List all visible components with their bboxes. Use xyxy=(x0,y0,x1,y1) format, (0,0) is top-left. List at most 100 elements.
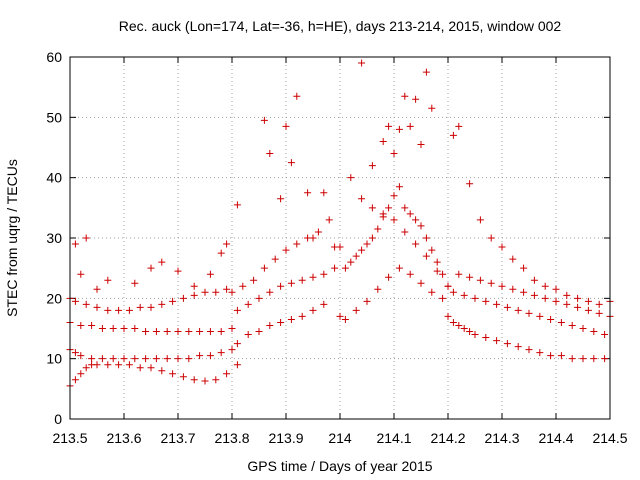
data-point xyxy=(428,104,436,112)
x-axis-label: GPS time / Days of year 2015 xyxy=(247,458,432,474)
data-point xyxy=(325,216,333,224)
data-point xyxy=(314,228,322,236)
data-point xyxy=(341,264,349,272)
data-point xyxy=(239,282,247,290)
data-point xyxy=(233,361,241,369)
data-point xyxy=(131,355,139,363)
data-point xyxy=(509,285,517,293)
data-point xyxy=(77,321,85,329)
data-point xyxy=(406,270,414,278)
data-point xyxy=(93,361,101,369)
data-point xyxy=(71,376,79,384)
data-point xyxy=(115,361,123,369)
data-point xyxy=(250,276,258,284)
data-point xyxy=(395,125,403,133)
data-points xyxy=(66,59,614,390)
data-point xyxy=(125,306,133,314)
data-point xyxy=(336,312,344,320)
data-point xyxy=(347,174,355,182)
data-point xyxy=(417,279,425,287)
data-point xyxy=(185,355,193,363)
y-tick-label: 10 xyxy=(46,351,62,367)
data-point xyxy=(476,216,484,224)
data-point xyxy=(358,195,366,203)
data-point xyxy=(271,255,279,263)
data-point xyxy=(120,325,128,332)
data-point xyxy=(471,294,479,302)
data-point xyxy=(385,204,393,212)
data-point xyxy=(212,376,220,384)
data-point xyxy=(530,276,538,284)
data-point xyxy=(131,325,139,332)
data-point xyxy=(449,288,457,296)
data-point xyxy=(433,267,441,275)
data-point xyxy=(374,285,382,293)
data-point xyxy=(368,162,376,170)
data-point xyxy=(98,355,106,363)
data-point xyxy=(131,279,139,287)
data-point xyxy=(109,325,117,332)
y-tick-label: 60 xyxy=(46,49,62,65)
data-point xyxy=(304,189,312,197)
data-point xyxy=(390,192,398,200)
data-point xyxy=(158,367,166,375)
data-point xyxy=(520,264,528,272)
data-point xyxy=(541,282,549,290)
data-point xyxy=(509,255,517,263)
chart-title: Rec. auck (Lon=174, Lat=-36, h=HE), days… xyxy=(119,18,562,34)
data-point xyxy=(358,59,366,67)
data-point xyxy=(476,276,484,284)
data-point xyxy=(395,264,403,272)
data-point xyxy=(482,297,490,305)
data-point xyxy=(347,258,355,266)
data-point xyxy=(206,270,214,278)
data-point xyxy=(471,331,479,339)
data-point xyxy=(422,68,430,76)
data-point xyxy=(260,264,268,272)
data-point xyxy=(190,282,198,290)
data-point xyxy=(406,210,414,218)
data-point xyxy=(287,159,295,167)
data-point xyxy=(563,300,571,308)
x-tick-label: 214.1 xyxy=(376,430,411,446)
data-point xyxy=(530,291,538,299)
x-tick-label: 214.3 xyxy=(484,430,519,446)
data-point xyxy=(536,349,544,357)
data-point xyxy=(212,288,220,296)
data-point xyxy=(412,240,420,248)
data-point xyxy=(503,340,511,348)
data-point xyxy=(449,131,457,139)
data-point xyxy=(190,376,198,384)
data-point xyxy=(536,312,544,320)
data-point xyxy=(82,234,90,242)
data-point xyxy=(390,150,398,158)
data-point xyxy=(228,346,236,354)
data-point xyxy=(455,321,463,329)
data-point xyxy=(169,297,177,305)
data-point xyxy=(293,92,301,100)
x-tick-label: 213.5 xyxy=(52,430,87,446)
data-point xyxy=(417,140,425,148)
data-point xyxy=(557,352,565,360)
data-point xyxy=(266,321,274,329)
data-point xyxy=(487,234,495,242)
data-point xyxy=(255,328,263,336)
data-point xyxy=(449,318,457,326)
data-point xyxy=(120,355,128,363)
data-point xyxy=(520,288,528,296)
data-point xyxy=(71,240,79,248)
data-point xyxy=(320,189,328,197)
data-point xyxy=(487,279,495,287)
data-point xyxy=(601,355,609,363)
data-point xyxy=(266,288,274,296)
data-point xyxy=(152,328,160,336)
data-point xyxy=(320,300,328,308)
data-point xyxy=(379,210,387,218)
data-point xyxy=(93,285,101,293)
data-point xyxy=(77,370,85,378)
tick-labels: 213.5 213.6 213.7 213.8 213.9 214 214.1 214.2 21… xyxy=(46,49,627,446)
axis-ticks xyxy=(69,56,611,420)
data-point xyxy=(244,300,252,308)
data-point xyxy=(179,373,187,381)
data-point xyxy=(174,355,182,363)
